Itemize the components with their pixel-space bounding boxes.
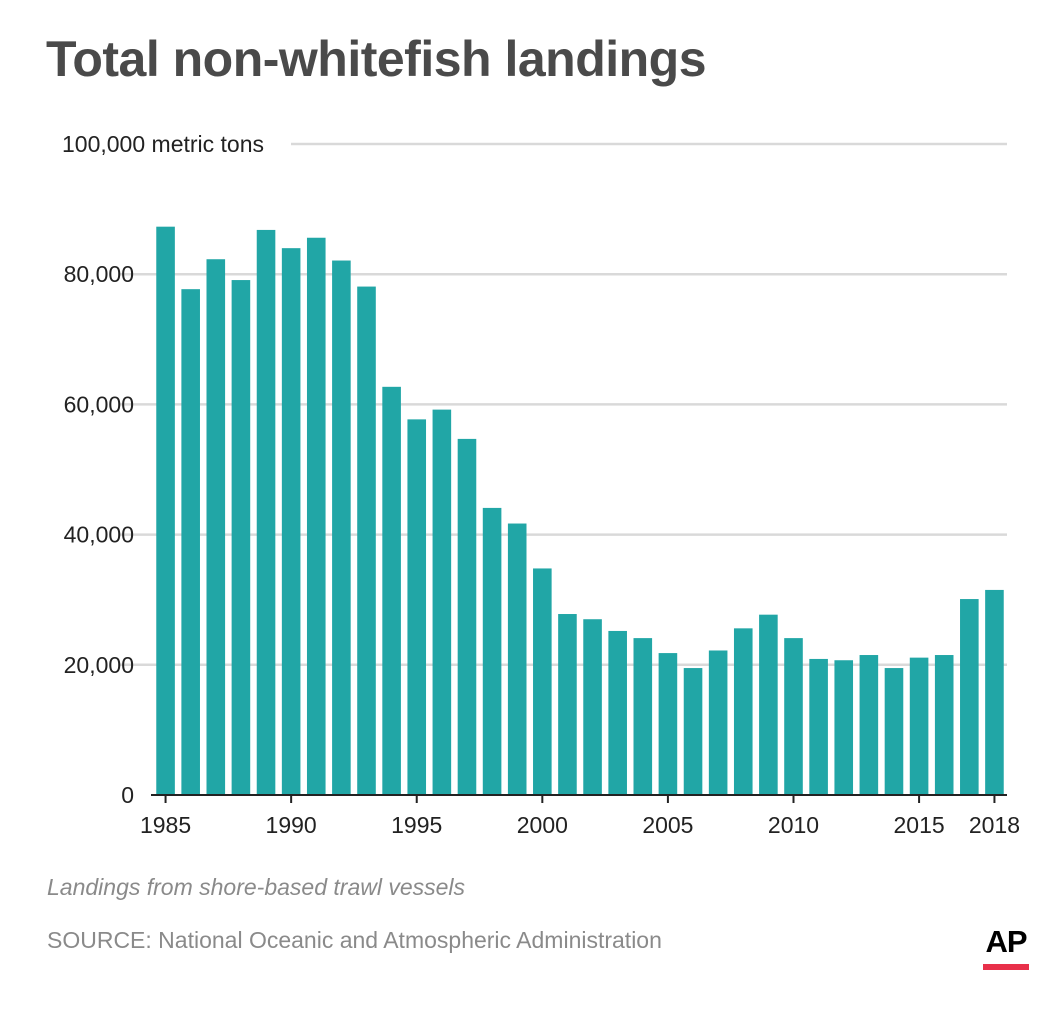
x-tick-label: 2000 (517, 812, 568, 838)
bar-2018 (985, 589, 1004, 795)
bar-1998 (482, 507, 502, 795)
bar-1987 (206, 259, 226, 796)
y-tick-label: 80,000 (64, 261, 134, 287)
y-tick-label: 20,000 (64, 652, 134, 678)
bar-chart: 0 20,000 40,000 60,000 80,000 100,000 metric … (62, 131, 1020, 838)
x-tick-label: 1985 (140, 812, 191, 838)
bar-2014 (884, 668, 904, 795)
bar-1992 (332, 260, 351, 795)
bar-2002 (583, 619, 602, 795)
y-tick-label: 60,000 (64, 391, 134, 417)
bar-2003 (608, 630, 627, 795)
bar-2007 (708, 650, 728, 795)
chart-title: Total non-whitefish landings (46, 31, 707, 87)
bar-2016 (934, 655, 954, 795)
grid-lines (120, 142, 1007, 667)
y-tick-label: 40,000 (64, 522, 134, 548)
bar-1997 (457, 438, 477, 795)
bar-2009 (759, 614, 778, 795)
ap-logo-underline (983, 964, 1029, 970)
chart-note: Landings from shore-based trawl vessels (47, 874, 466, 900)
bar-1995 (407, 419, 427, 795)
ap-logo: AP (983, 924, 1029, 972)
x-tick-label: 2005 (642, 812, 693, 838)
bar-2004 (633, 638, 653, 795)
bar-2011 (809, 658, 828, 795)
bar-1988 (231, 280, 251, 795)
x-tick-label: 2018 (969, 812, 1020, 838)
x-tick-label: 2010 (768, 812, 819, 838)
tick-labels: 0 20,000 40,000 60,000 80,000 100,000 metric … (62, 131, 1020, 838)
bar-1989 (256, 229, 276, 795)
ap-logo-text: AP (985, 924, 1027, 959)
bar-1986 (181, 289, 200, 795)
source-credit: SOURCE: National Oceanic and Atmospheric… (47, 927, 662, 953)
bar-2015 (909, 657, 929, 795)
y-tick-label: 0 (121, 782, 134, 808)
x-tick-label: 2015 (894, 812, 945, 838)
bar-1991 (306, 237, 326, 796)
bar-2001 (558, 614, 577, 795)
x-tick-label: 1995 (391, 812, 442, 838)
bar-2013 (859, 655, 879, 795)
bars (156, 226, 1004, 796)
bar-2000 (533, 568, 552, 795)
bar-2010 (784, 638, 803, 795)
bar-2006 (683, 668, 703, 795)
bar-1985 (156, 226, 175, 795)
bar-1990 (281, 248, 301, 795)
bar-1993 (357, 286, 376, 795)
x-tick-label: 1990 (266, 812, 317, 838)
bar-1996 (432, 409, 452, 795)
axes (151, 794, 1007, 803)
bar-1999 (507, 523, 527, 795)
bar-2017 (960, 599, 979, 795)
bar-2012 (834, 660, 854, 795)
y-tick-label: 100,000 metric tons (62, 131, 264, 157)
bar-2008 (733, 628, 753, 795)
bar-2005 (658, 653, 678, 795)
bar-1994 (382, 386, 401, 795)
